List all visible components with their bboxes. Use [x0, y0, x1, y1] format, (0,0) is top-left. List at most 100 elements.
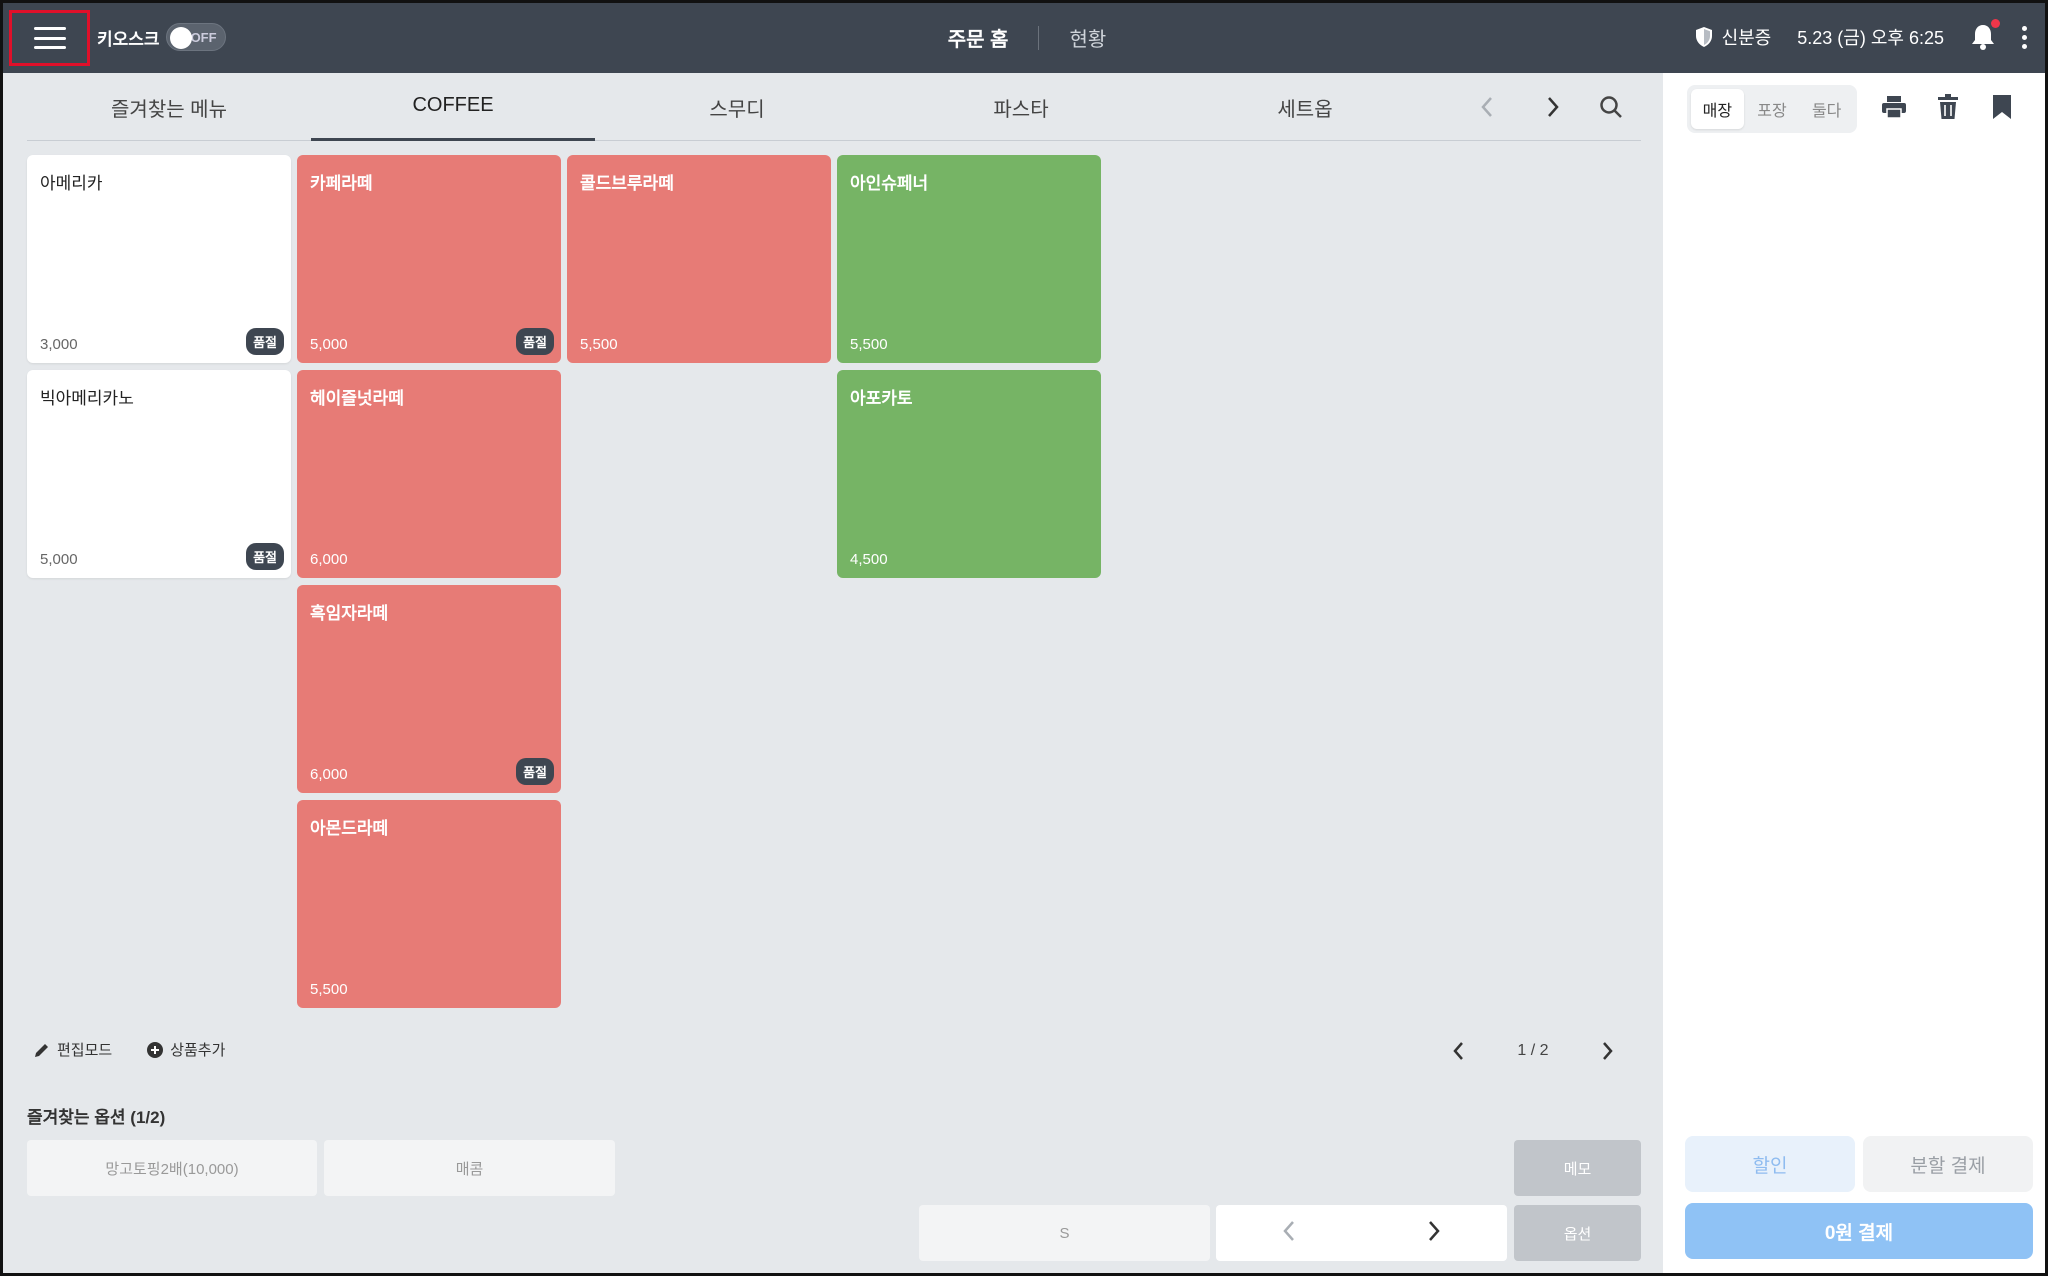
kiosk-control: 키오스크 OFF — [97, 23, 226, 51]
menu-item-price: 5,500 — [580, 336, 618, 353]
bell-icon — [1972, 25, 1994, 50]
menu-item-card[interactable]: 빅아메리카노 5,000 품절 — [27, 370, 291, 578]
option-pager — [1216, 1205, 1507, 1261]
menu-item-card[interactable]: 아인슈페너 5,500 — [837, 155, 1101, 363]
menu-item-price: 5,000 — [310, 336, 348, 353]
bookmark-icon — [1993, 95, 2011, 119]
menu-item-name: 카페라떼 — [310, 174, 373, 193]
menu-item-name: 아인슈페너 — [850, 174, 929, 193]
sold-out-badge: 품절 — [516, 758, 554, 785]
top-right-tools: 신분증 5.23 (금) 오후 6:25 — [1694, 19, 2027, 51]
nav-divider — [1038, 25, 1040, 50]
option-prev-button[interactable] — [1282, 1220, 1296, 1247]
order-type-takeout[interactable]: 포장 — [1757, 103, 1787, 120]
order-type-dine-in[interactable]: 매장 — [1691, 89, 1744, 129]
order-panel-tools — [1881, 93, 2015, 121]
tab-prev-button[interactable] — [1469, 89, 1505, 125]
pay-button[interactable]: 0원 결제 — [1685, 1203, 2033, 1259]
edit-mode-label: 편집모드 — [57, 1042, 113, 1059]
option-button[interactable]: 망고토핑2배(10,000) — [27, 1140, 317, 1196]
page-prev-button[interactable] — [1443, 1036, 1473, 1066]
menu-item-card[interactable]: 흑임자라떼 6,000 품절 — [297, 585, 561, 793]
page-next-button[interactable] — [1593, 1036, 1623, 1066]
kiosk-toggle[interactable]: OFF — [165, 23, 226, 51]
nav-status[interactable]: 현황 — [1069, 29, 1107, 51]
menu-item-price: 6,000 — [310, 551, 348, 568]
category-tabs: 즐겨찾는 메뉴 COFFEE 스무디 파스타 세트옵 — [27, 73, 1641, 141]
menu-item-name: 헤이즐넛라떼 — [310, 389, 404, 408]
id-check-button[interactable]: 신분증 — [1694, 24, 1772, 50]
menu-item-price: 5,500 — [850, 336, 888, 353]
order-type-both[interactable]: 둘다 — [1811, 103, 1842, 120]
menu-item-card[interactable]: 아몬드라떼 5,500 — [297, 800, 561, 1008]
more-menu-button[interactable] — [2022, 25, 2027, 49]
menu-item-card[interactable]: 아포카토 4,500 — [837, 370, 1101, 578]
menu-item-name: 아포카토 — [850, 389, 913, 408]
add-product-button[interactable]: 상품추가 — [146, 1039, 225, 1060]
menu-area: 즐겨찾는 메뉴 COFFEE 스무디 파스타 세트옵 아메리카 3,000 품절 — [3, 73, 1663, 1273]
menu-item-price: 5,500 — [310, 981, 348, 998]
add-product-label: 상품추가 — [170, 1042, 226, 1059]
sold-out-badge: 품절 — [246, 328, 284, 355]
chevron-right-icon — [1548, 97, 1559, 117]
menu-item-name: 콜드브루라떼 — [580, 174, 674, 193]
menu-icon — [33, 27, 66, 49]
option-button[interactable]: 옵션 — [1514, 1205, 1641, 1261]
toggle-knob — [169, 27, 192, 49]
discount-button[interactable]: 할인 — [1685, 1136, 1855, 1192]
datetime: 5.23 (금) 오후 6:25 — [1797, 28, 1944, 48]
tab-coffee[interactable]: COFFEE — [311, 73, 595, 141]
sold-out-badge: 품절 — [516, 328, 554, 355]
chevron-right-icon — [1603, 1042, 1613, 1060]
option-next-button[interactable] — [1427, 1220, 1441, 1247]
tab-smoothie[interactable]: 스무디 — [709, 98, 765, 121]
search-icon — [1600, 96, 1622, 118]
menu-item-card[interactable]: 헤이즐넛라떼 6,000 — [297, 370, 561, 578]
menu-item-name: 아몬드라떼 — [310, 819, 389, 838]
nav-order-home[interactable]: 주문 홈 — [947, 29, 1009, 51]
split-payment-button[interactable]: 분할 결제 — [1863, 1136, 2033, 1192]
hamburger-menu-button[interactable] — [9, 10, 90, 66]
chevron-left-icon — [1283, 1220, 1294, 1241]
pencil-icon — [35, 1043, 48, 1057]
menu-item-price: 5,000 — [40, 551, 78, 568]
notification-button[interactable] — [1970, 19, 2000, 51]
edit-mode-button[interactable]: 편집모드 — [33, 1039, 112, 1060]
menu-item-price: 3,000 — [40, 336, 78, 353]
memo-button[interactable]: 메모 — [1514, 1140, 1641, 1196]
tab-pasta[interactable]: 파스타 — [993, 98, 1049, 121]
edit-toolbar: 편집모드 상품추가 — [33, 1039, 225, 1060]
plus-circle-icon — [147, 1041, 164, 1058]
id-check-label: 신분증 — [1721, 28, 1772, 48]
page-indicator: 1 / 2 — [1517, 1042, 1549, 1059]
printer-icon — [1882, 96, 1906, 119]
top-nav: 주문 홈 현황 — [3, 23, 2045, 52]
bookmark-button[interactable] — [1989, 93, 2015, 121]
order-type-segment: 매장 포장 둘다 — [1687, 85, 1857, 133]
trash-icon — [1938, 94, 1958, 119]
chevron-left-icon — [1481, 97, 1492, 117]
order-panel: 매장 포장 둘다 할인 분할 결제 0원 결제 — [1663, 73, 2045, 1273]
menu-item-card[interactable]: 카페라떼 5,000 품절 — [297, 155, 561, 363]
menu-pager: 1 / 2 — [1443, 1033, 1623, 1069]
menu-item-card[interactable]: 콜드브루라떼 5,500 — [567, 155, 831, 363]
print-button[interactable] — [1881, 93, 1907, 121]
option-button[interactable]: 매콤 — [324, 1140, 615, 1196]
menu-item-name: 아메리카 — [40, 174, 103, 193]
delete-button[interactable] — [1935, 93, 1961, 121]
size-button[interactable]: S — [919, 1205, 1210, 1261]
tab-set-options[interactable]: 세트옵 — [1277, 98, 1333, 121]
sold-out-badge: 품절 — [246, 543, 284, 570]
tab-favorites[interactable]: 즐겨찾는 메뉴 — [111, 98, 227, 121]
favorite-options-title: 즐겨찾는 옵션 (1/2) — [27, 1108, 166, 1127]
search-button[interactable] — [1593, 89, 1629, 125]
shield-icon — [1695, 27, 1712, 47]
menu-item-price: 4,500 — [850, 551, 888, 568]
kiosk-toggle-state: OFF — [190, 29, 217, 45]
tab-next-button[interactable] — [1535, 89, 1571, 125]
kiosk-label: 키오스크 — [97, 29, 160, 49]
notification-dot — [1991, 19, 2000, 28]
chevron-left-icon — [1453, 1042, 1463, 1060]
menu-item-card[interactable]: 아메리카 3,000 품절 — [27, 155, 291, 363]
top-bar: 키오스크 OFF 주문 홈 현황 신분증 5.23 (금) 오후 6:25 — [3, 3, 2045, 73]
